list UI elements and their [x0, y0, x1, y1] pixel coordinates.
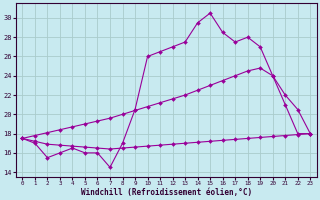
X-axis label: Windchill (Refroidissement éolien,°C): Windchill (Refroidissement éolien,°C) — [81, 188, 252, 197]
